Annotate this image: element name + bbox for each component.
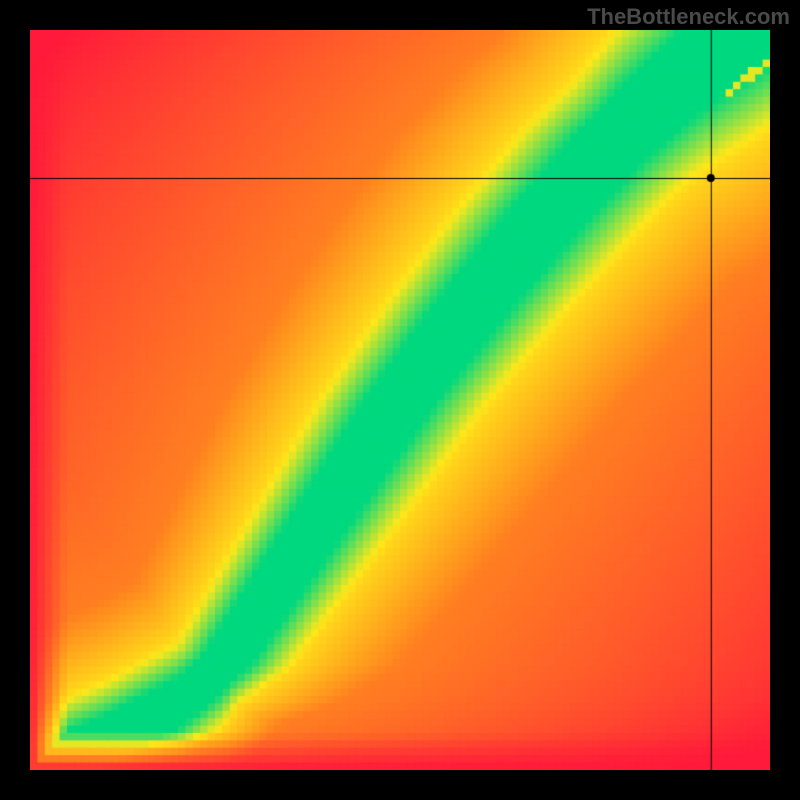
bottleneck-heatmap bbox=[30, 30, 770, 770]
chart-container: TheBottleneck.com bbox=[0, 0, 800, 800]
watermark-text: TheBottleneck.com bbox=[587, 4, 790, 30]
